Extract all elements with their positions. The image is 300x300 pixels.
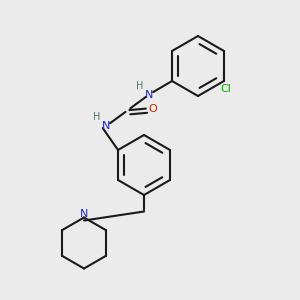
Text: H: H — [136, 81, 144, 91]
Text: O: O — [149, 103, 158, 114]
Text: N: N — [145, 89, 154, 100]
Text: H: H — [93, 112, 100, 122]
Text: N: N — [102, 121, 110, 131]
Text: Cl: Cl — [220, 84, 231, 94]
Text: N: N — [80, 209, 88, 219]
